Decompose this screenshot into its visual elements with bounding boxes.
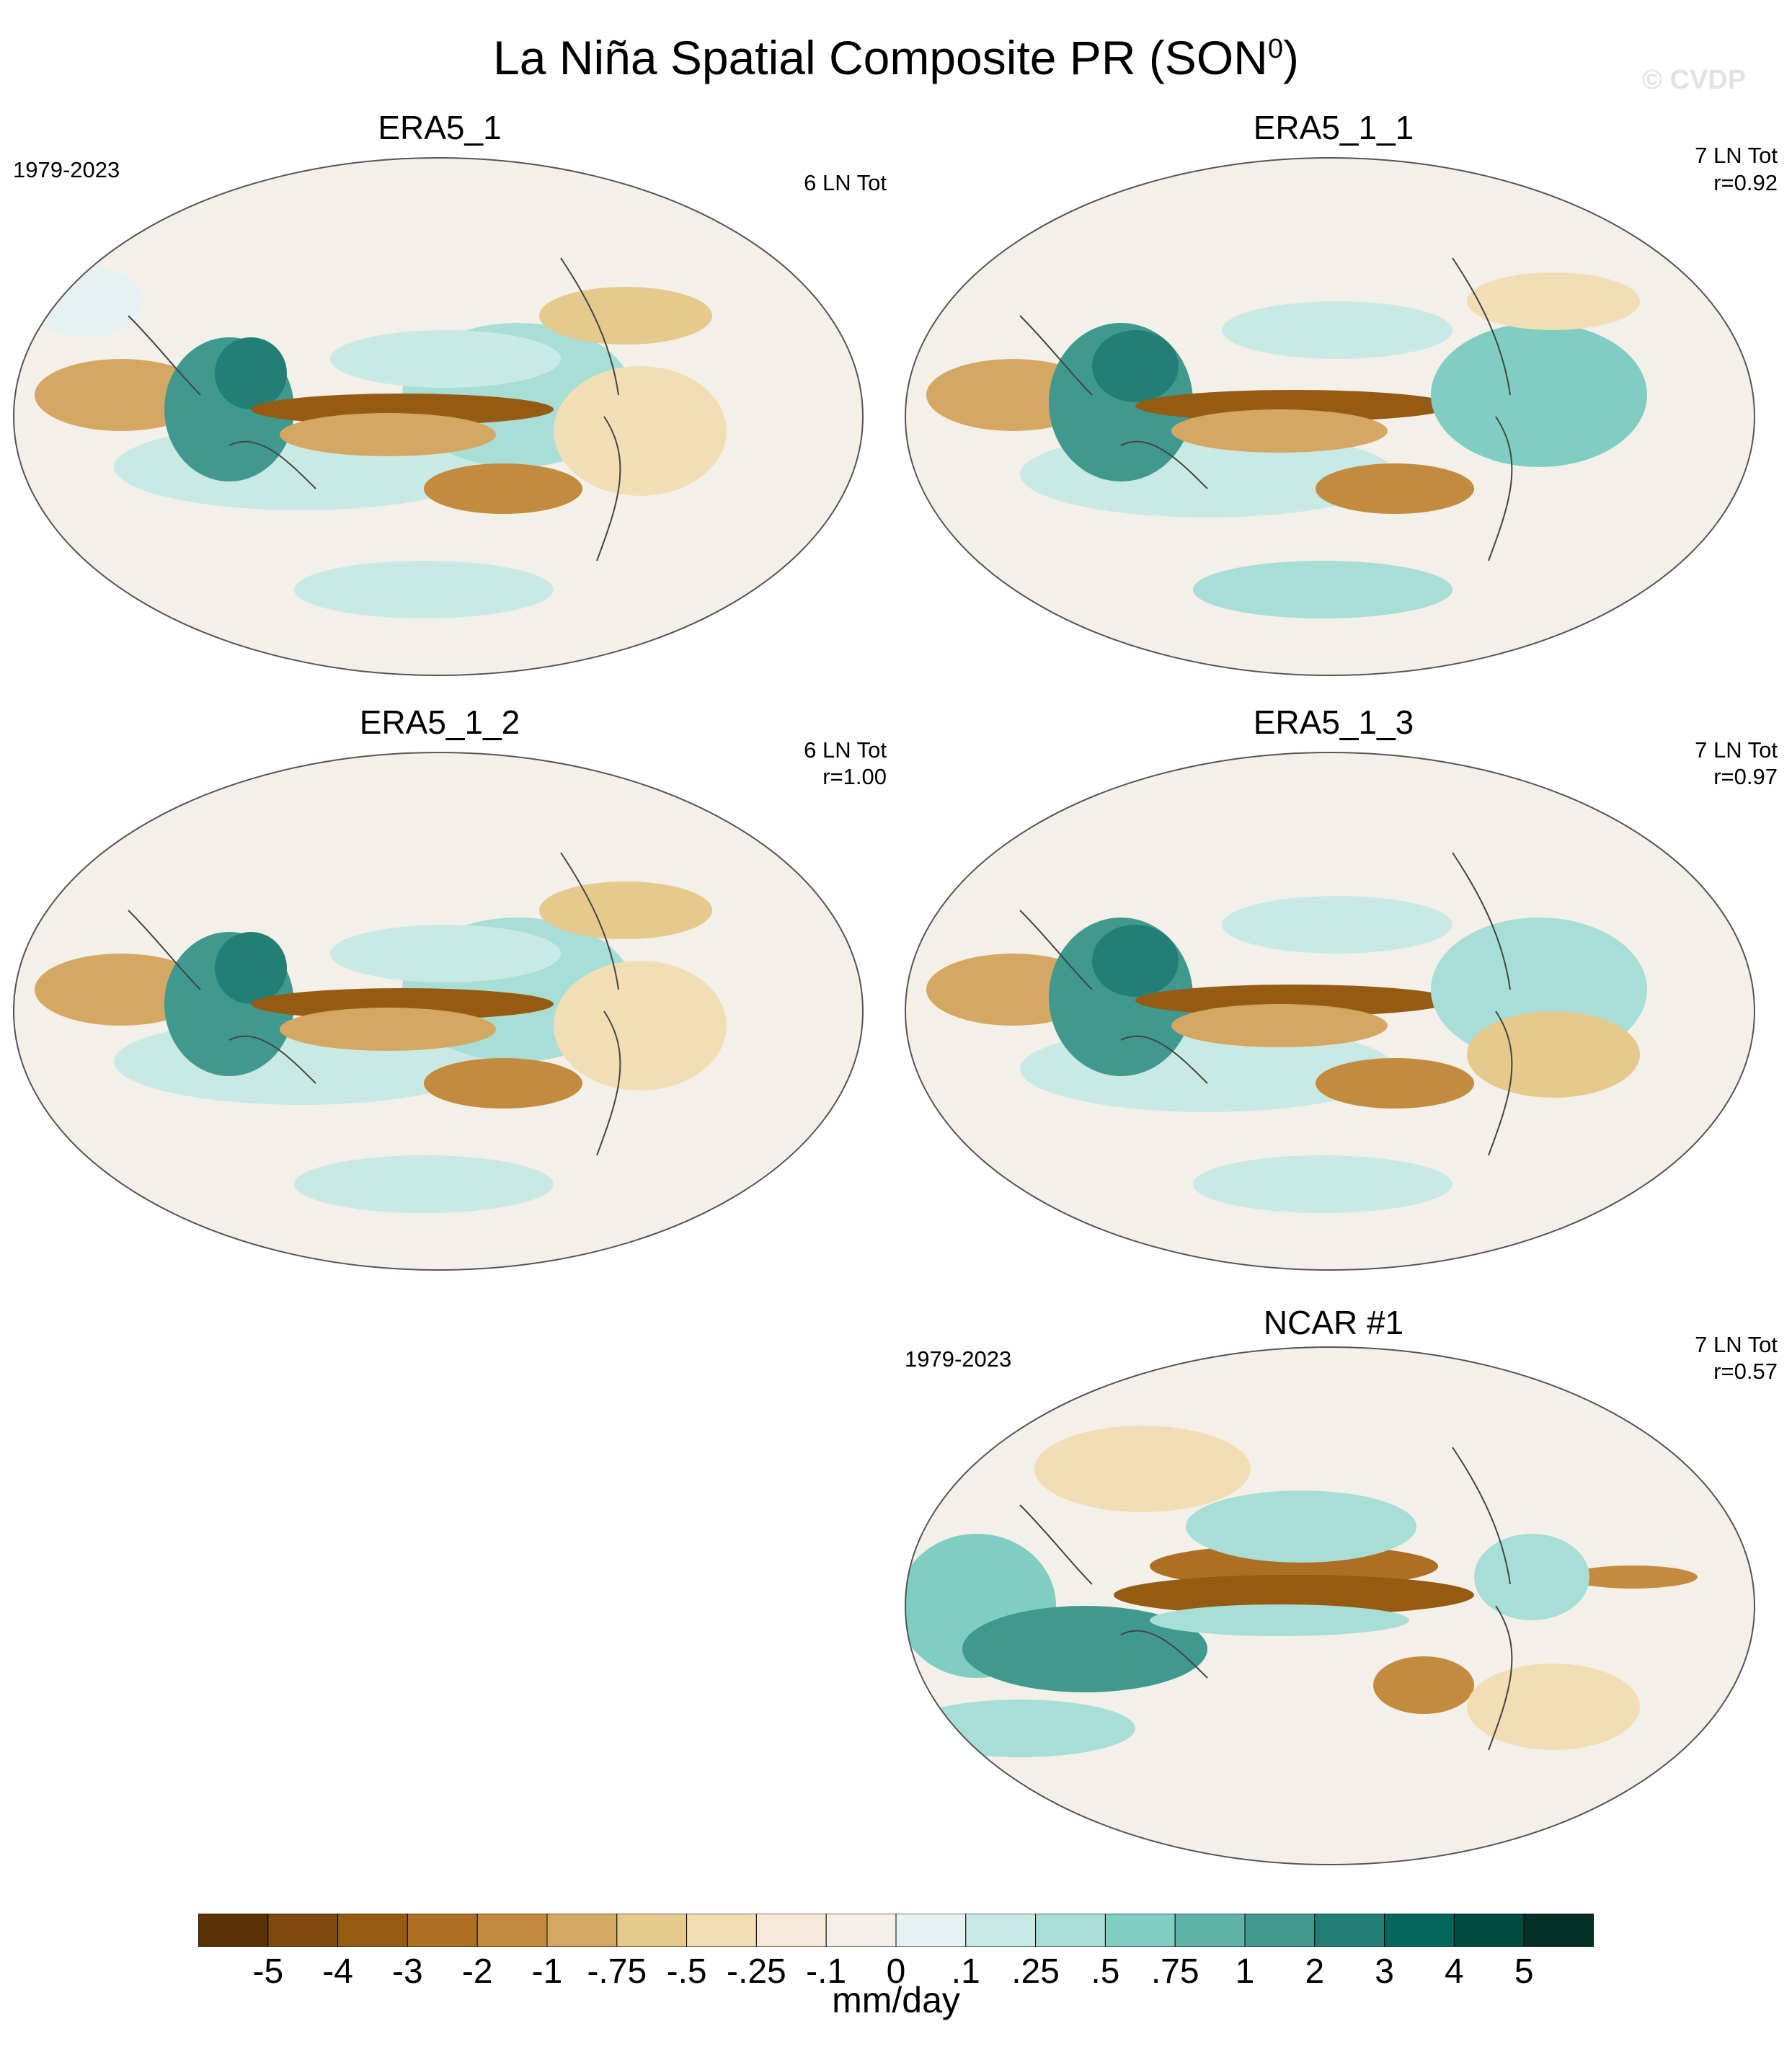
colorbar-tick-label: 5 xyxy=(1514,1953,1534,1991)
colorbar-tick-label: -.75 xyxy=(587,1953,647,1991)
colorbar-swatch xyxy=(825,1914,897,1947)
panel-title-ncar-1: NCAR #1 xyxy=(1263,1304,1404,1341)
colorbar-swatch xyxy=(1244,1914,1316,1947)
colorbar-swatch xyxy=(1523,1914,1594,1947)
panel-count-era5-1-1: 7 LN Tot xyxy=(1695,143,1778,168)
colorbar-swatch xyxy=(476,1914,548,1947)
colorbar-tick-label: -3 xyxy=(392,1953,423,1991)
panel-corr-era5-1-2: r=1.00 xyxy=(822,764,887,789)
colorbar-tick-label: 2 xyxy=(1305,1953,1325,1991)
colorbar-tick-label: -4 xyxy=(322,1953,353,1991)
colorbar-tick-label: -.25 xyxy=(727,1953,786,1991)
panel-title-era5-1-1: ERA5_1_1 xyxy=(1253,109,1414,146)
panel-title-era5-1-2: ERA5_1_2 xyxy=(359,703,520,741)
colorbar-tick-label: 3 xyxy=(1375,1953,1394,1991)
colorbar-tick-label: .25 xyxy=(1011,1953,1060,1991)
figure-title: La Niña Spatial Composite PR (SON0) xyxy=(493,31,1299,84)
colorbar-tick-label: -5 xyxy=(252,1953,284,1991)
colorbar-swatch xyxy=(1174,1914,1246,1947)
map-ncar-1 xyxy=(905,1346,1755,1865)
colorbar-tick-label: -1 xyxy=(531,1953,563,1991)
map-era5-1-3 xyxy=(905,752,1755,1271)
panel-title-era5-1-3: ERA5_1_3 xyxy=(1253,703,1414,741)
map-era5-1-1 xyxy=(905,157,1755,676)
colorbar-swatch xyxy=(965,1914,1037,1947)
colorbar-swatch xyxy=(755,1914,827,1947)
colorbar-swatch xyxy=(198,1914,269,1947)
panel-period-ncar-1: 1979-2023 xyxy=(905,1346,1012,1372)
panel-count-ncar-1: 7 LN Tot xyxy=(1695,1332,1778,1357)
panel-count-era5-1-2: 6 LN Tot xyxy=(804,737,887,763)
colorbar-swatch xyxy=(337,1914,408,1947)
colorbar-tick-label: -.5 xyxy=(666,1953,707,1991)
colorbar-tick-label: .1 xyxy=(951,1953,980,1991)
colorbar xyxy=(198,1914,1594,1947)
panel-title-era5-1: ERA5_1 xyxy=(378,109,502,146)
colorbar-swatch xyxy=(1035,1914,1106,1947)
colorbar-swatch xyxy=(895,1914,967,1947)
map-era5-1 xyxy=(13,157,864,676)
map-era5-1-2 xyxy=(13,752,864,1271)
panel-corr-era5-1-1: r=0.92 xyxy=(1713,170,1778,195)
colorbar-tick-label: .5 xyxy=(1091,1953,1120,1991)
panel-count-era5-1: 6 LN Tot xyxy=(804,170,887,195)
colorbar-tick-label: 1 xyxy=(1235,1953,1255,1991)
cvdp-watermark: © CVDP xyxy=(1642,65,1747,95)
colorbar-swatch xyxy=(546,1914,618,1947)
colorbar-swatch xyxy=(1314,1914,1385,1947)
colorbar-tick-label: 0 xyxy=(886,1953,906,1991)
panel-period-era5-1: 1979-2023 xyxy=(13,157,120,182)
colorbar-units: mm/day xyxy=(832,1980,960,2020)
colorbar-swatch xyxy=(407,1914,478,1947)
colorbar-tick-label: -2 xyxy=(461,1953,493,1991)
colorbar-tick-label: .75 xyxy=(1150,1953,1199,1991)
colorbar-tick-label: -.1 xyxy=(806,1953,847,1991)
panel-count-era5-1-3: 7 LN Tot xyxy=(1695,737,1778,763)
colorbar-swatch xyxy=(1104,1914,1176,1947)
panel-corr-ncar-1: r=0.57 xyxy=(1713,1359,1778,1384)
colorbar-tick-label: 4 xyxy=(1445,1953,1464,1991)
panel-corr-era5-1-3: r=0.97 xyxy=(1713,764,1778,789)
colorbar-swatch xyxy=(1384,1914,1455,1947)
colorbar-swatch xyxy=(1453,1914,1525,1947)
colorbar-swatch xyxy=(616,1914,688,1947)
colorbar-swatch xyxy=(686,1914,757,1947)
colorbar-swatch xyxy=(267,1914,339,1947)
